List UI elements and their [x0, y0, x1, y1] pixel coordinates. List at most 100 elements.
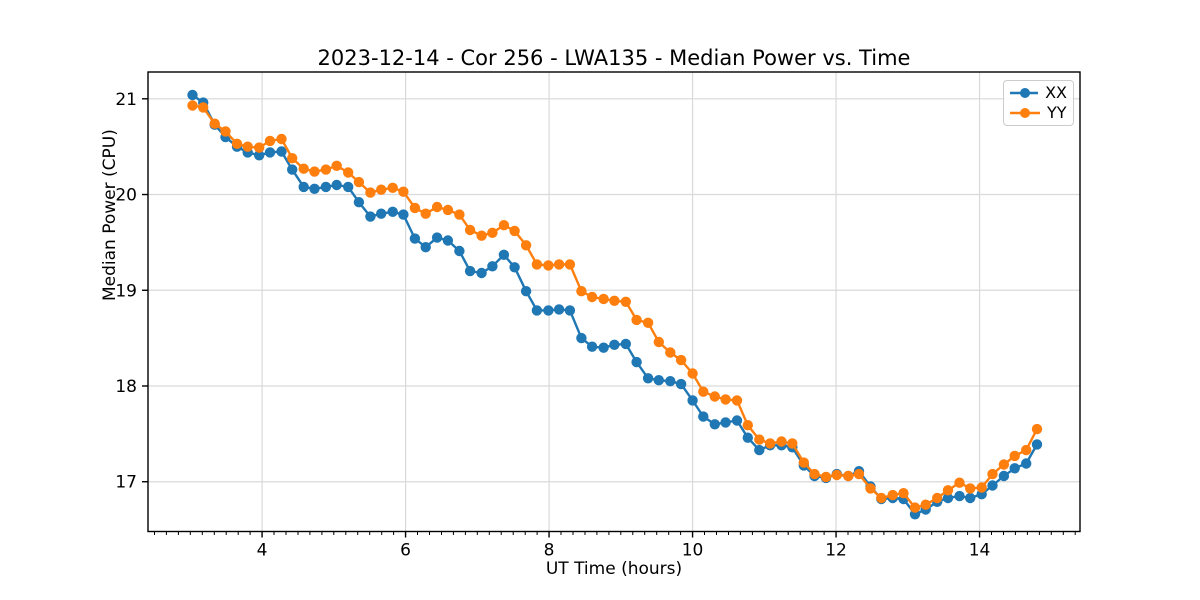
series-xx-point: [564, 305, 576, 316]
series-yy-point: [698, 386, 709, 397]
y-tick-label-20: 20: [115, 186, 137, 206]
series-xx-point: [942, 492, 954, 504]
series-yy-point: [809, 468, 820, 480]
y-tick-label-19: 19: [115, 281, 137, 301]
series-xx-point: [420, 242, 431, 253]
x-tick-label-6: 6: [400, 541, 411, 561]
series-yy-point: [642, 317, 654, 328]
series-yy-point: [976, 482, 987, 493]
series-xx-point: [398, 209, 409, 220]
series-yy-point: [309, 166, 320, 177]
series-yy-point: [754, 434, 765, 445]
series-xx-point: [620, 338, 631, 350]
series-xx-point: [576, 332, 587, 344]
series-xx-point: [687, 395, 698, 406]
series-yy-point: [675, 354, 687, 366]
series-yy-point: [409, 202, 421, 214]
series-yy-point: [1009, 450, 1020, 462]
series-xx-point: [287, 164, 298, 175]
series-yy-markers: [187, 100, 1043, 513]
series-yy-point: [398, 186, 409, 197]
series-yy-point: [965, 483, 976, 494]
series-yy-point: [498, 220, 510, 231]
series-xx-point: [965, 492, 976, 504]
series-yy-point: [276, 133, 287, 145]
legend-marker-xx-icon: [1010, 88, 1039, 99]
series-yy-point: [920, 499, 931, 510]
legend: XX YY: [1003, 80, 1074, 126]
series-xx-point: [1031, 439, 1043, 450]
x-tick-label-8: 8: [544, 541, 555, 561]
series-yy-point: [553, 259, 565, 270]
series-xx-point: [987, 480, 998, 491]
series-yy-point: [264, 135, 276, 147]
series-xx-point: [642, 373, 654, 384]
series-yy-point: [887, 489, 898, 501]
series-yy-point: [631, 314, 642, 326]
series-xx-point: [675, 378, 687, 390]
series-yy-point: [653, 336, 664, 348]
legend-dot: [1020, 107, 1030, 118]
series-xx-point: [553, 304, 565, 315]
legend-label-yy: YY: [1047, 102, 1067, 122]
series-xx-point: [531, 305, 543, 316]
plot-border: [147, 71, 1081, 533]
series-xx-point: [998, 470, 1010, 482]
series-xx-point: [476, 267, 487, 279]
series-yy-point: [586, 291, 598, 303]
series-yy-point: [909, 502, 921, 513]
series-yy-point: [665, 347, 676, 358]
series-yy-point: [932, 492, 943, 504]
series-yy-point: [209, 118, 220, 129]
series-yy-point: [609, 295, 620, 306]
series-xx-point: [353, 197, 365, 208]
series-xx-point: [376, 208, 387, 219]
series-xx-point: [309, 183, 320, 194]
series-yy-point: [798, 457, 809, 468]
series-yy-point: [764, 438, 776, 449]
series-yy-point: [454, 209, 465, 220]
series-yy-point: [954, 477, 965, 488]
series-yy-point: [387, 182, 398, 193]
series-yy-point: [576, 286, 587, 297]
legend-marker-yy-icon: [1010, 107, 1040, 118]
series-xx-point: [631, 356, 642, 368]
series-xx-point: [653, 375, 664, 386]
series-yy-point: [231, 138, 243, 149]
series-yy-point: [564, 259, 576, 270]
series-yy-point: [987, 468, 998, 480]
series-yy-point: [1020, 444, 1032, 456]
y-tick-label-17: 17: [115, 473, 137, 493]
series-yy-point: [331, 160, 342, 171]
x-minor-ticks: [154, 531, 1076, 535]
series-yy-point: [787, 438, 798, 449]
series-yy-point: [476, 230, 487, 241]
series-yy-point: [298, 163, 309, 174]
series-yy-point: [620, 296, 631, 307]
y-tick-label-21: 21: [115, 90, 137, 110]
series-yy-point: [509, 225, 520, 237]
series-yy-point: [365, 187, 376, 198]
series-yy-point: [731, 395, 743, 406]
series-yy-point: [843, 470, 854, 482]
series-yy-point: [320, 164, 332, 175]
series-yy-point: [1031, 423, 1043, 435]
series-xx-point: [320, 181, 332, 193]
series-xx-point: [509, 262, 520, 273]
series-xx-point: [431, 232, 443, 243]
series-xx-point: [409, 233, 421, 244]
series-xx-point: [954, 490, 965, 502]
series-xx-point: [598, 342, 609, 353]
series-xx-point: [365, 211, 376, 222]
series-yy-point: [831, 469, 842, 481]
series-yy-point: [343, 167, 354, 178]
series-yy-point: [543, 260, 554, 271]
legend-item-yy: YY: [1010, 102, 1067, 122]
x-tick-label-4: 4: [257, 541, 268, 561]
series-yy-point: [853, 468, 865, 480]
series-xx-point: [609, 339, 620, 350]
series-yy-point: [220, 126, 231, 137]
series-xx-point: [454, 245, 465, 257]
series-yy-point: [876, 492, 887, 504]
